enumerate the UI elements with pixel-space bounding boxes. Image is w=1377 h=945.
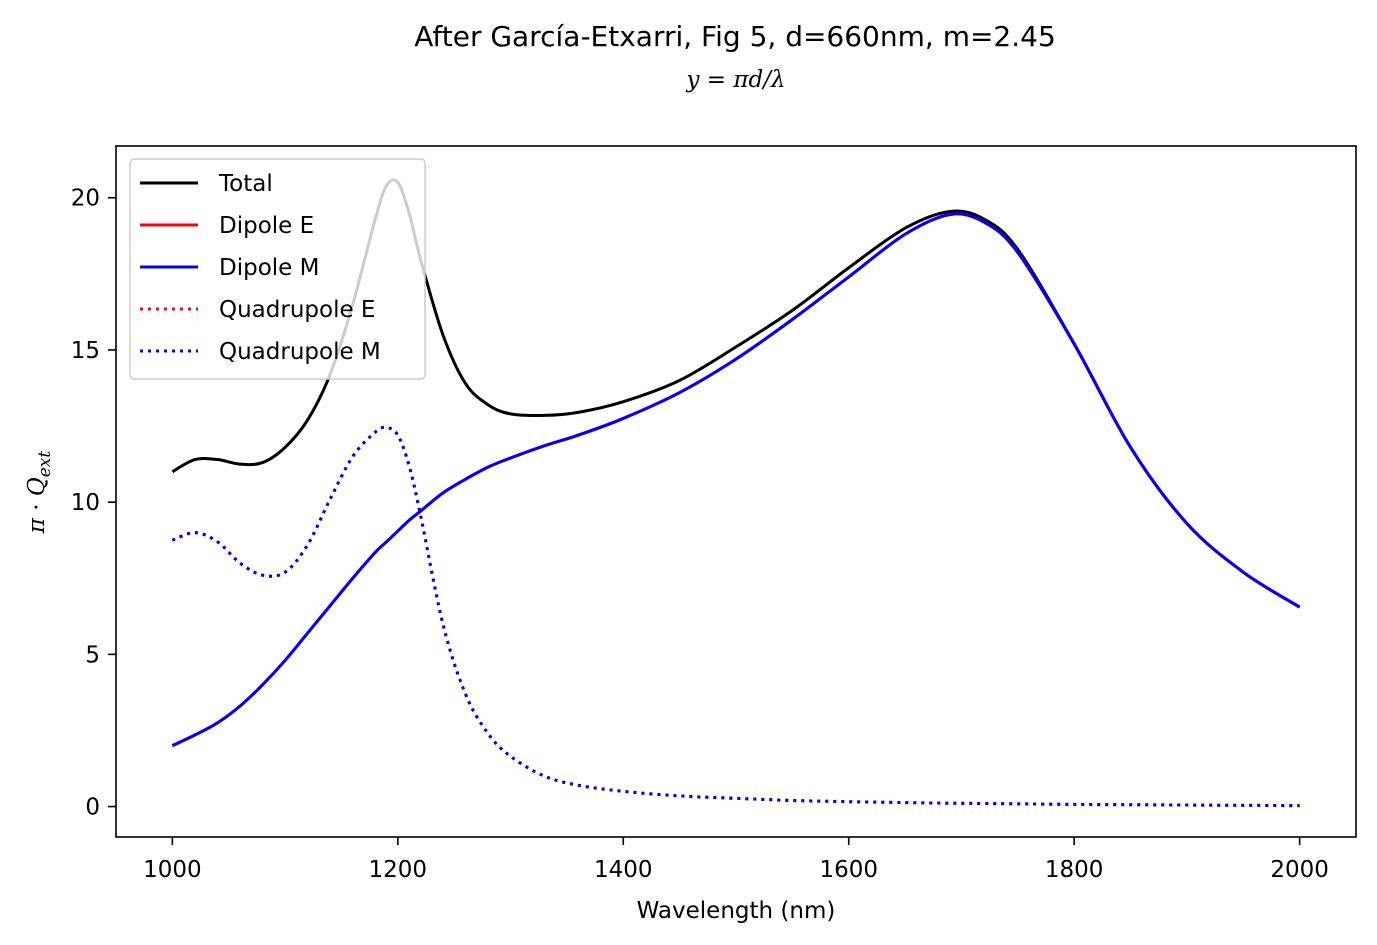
x-tick-label: 1800	[1045, 857, 1104, 883]
legend: Total Dipole E Dipole M Quadrupole E Quadrup…	[129, 158, 426, 380]
chart-title: After García-Etxarri, Fig 5, d=660nm, m=…	[414, 20, 1056, 53]
x-tick-label: 2000	[1270, 857, 1329, 883]
legend-box	[129, 158, 426, 380]
legend-label: Dipole M	[219, 255, 319, 281]
y-tick-label: 15	[71, 338, 100, 364]
left-axis: 0 5 10 15 20	[71, 186, 116, 821]
y-tick-label: 5	[85, 642, 100, 668]
series-line-dipole-m	[171, 212, 1301, 748]
series-layer	[171, 178, 1301, 808]
y-tick-label: 20	[71, 186, 100, 212]
bottom-axis: 1000 1200 1400 1600 1800 2000	[143, 837, 1329, 883]
x-tick-label: 1000	[143, 857, 202, 883]
legend-label: Dipole E	[219, 213, 314, 239]
series-line-quadrupole-e	[171, 425, 1300, 808]
x-tick-label: 1600	[819, 857, 878, 883]
series-line-total	[171, 178, 1301, 609]
legend-label: Quadrupole M	[219, 339, 381, 365]
y-axis-title: π · Qext	[24, 451, 55, 535]
legend-label: Quadrupole E	[219, 297, 375, 323]
y-axis-title-main: π · Q	[24, 477, 50, 534]
plot-frame	[115, 145, 1357, 838]
legend-label: Total	[218, 171, 273, 197]
x-tick-label: 1200	[369, 857, 428, 883]
y-tick-label: 0	[85, 795, 100, 821]
y-axis-title-sub: ext	[35, 451, 55, 478]
series-line-quadrupole-m	[171, 425, 1300, 808]
top-axis-title: y = πd/λ	[685, 67, 785, 93]
y-tick-label: 10	[71, 490, 100, 516]
x-tick-label: 1400	[594, 857, 653, 883]
x-axis-title: Wavelength (nm)	[637, 898, 836, 924]
